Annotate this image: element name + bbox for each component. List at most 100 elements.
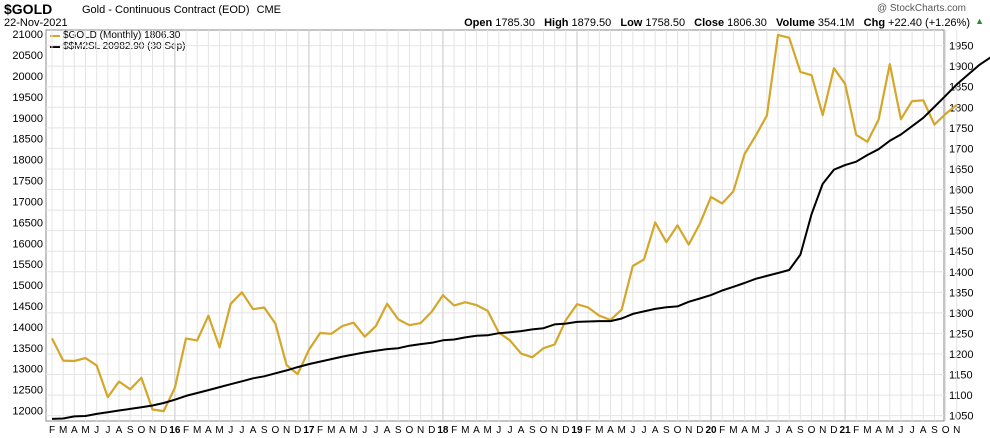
x-axis-tick-label: M (729, 425, 737, 436)
x-axis-tick-label: F (585, 425, 591, 436)
x-axis-tick-label: F (183, 425, 189, 436)
left-axis-tick-label: 15000 (12, 280, 43, 292)
left-axis-tick-label: 17000 (12, 196, 43, 208)
x-axis-tick-label: M (215, 425, 223, 436)
left-axis-tick-label: 19000 (12, 113, 43, 125)
x-axis-tick-label: M (59, 425, 67, 436)
x-axis-tick-label: A (518, 425, 525, 436)
right-axis-tick-label: 1950 (949, 41, 973, 53)
low-label: Low (620, 17, 643, 29)
legend-m2-label: $$M2SL 20982.90 (30 Sep) (63, 41, 186, 52)
left-axis-tick-label: 19500 (12, 92, 43, 104)
left-axis-tick-label: 16500 (12, 217, 43, 229)
close-value: 1806.30 (727, 17, 767, 29)
x-axis-tick-label: O (540, 425, 548, 436)
exchange-label: CME (256, 4, 282, 16)
left-axis-tick-label: 18000 (12, 155, 43, 167)
x-axis-tick-label: M (617, 425, 625, 436)
up-arrow-icon: ▲ (975, 16, 984, 26)
x-axis-tick-label: M (863, 425, 871, 436)
x-axis-tick-label: S (127, 425, 134, 436)
x-axis-tick-label: O (137, 425, 145, 436)
x-axis-tick-label: A (71, 425, 78, 436)
legend-gold-label: $GOLD (Monthly) 1806.30 (63, 30, 181, 41)
chg-label: Chg (863, 17, 886, 29)
x-axis-tick-label: N (953, 425, 960, 436)
x-axis-tick-label: F (451, 425, 457, 436)
x-axis-tick-label: S (797, 425, 804, 436)
x-axis-tick-label: S (663, 425, 670, 436)
open-value: 1785.30 (495, 17, 535, 29)
x-axis-tick-label: M (595, 425, 603, 436)
left-axis-tick-label: 13000 (12, 364, 43, 376)
x-axis-tick-label: O (272, 425, 280, 436)
x-axis-tick-label: J (776, 425, 781, 436)
x-axis-tick-label: 16 (169, 425, 181, 436)
x-axis-tick-label: J (642, 425, 647, 436)
right-axis-tick-label: 1200 (949, 349, 973, 361)
volume-value: 354.1M (817, 17, 855, 29)
left-axis-tick-label: 20500 (12, 50, 43, 62)
chart-title: Gold - Continuous Contract (EOD) CME (82, 4, 281, 16)
x-axis-tick-label: D (428, 425, 435, 436)
right-axis-tick-label: 1500 (949, 226, 973, 238)
instrument-name: Gold - Continuous Contract (EOD) (82, 4, 250, 16)
left-axis-tick-label: 16000 (12, 238, 43, 250)
x-axis-tick-label: N (149, 425, 156, 436)
right-axis-tick-label: 1650 (949, 164, 973, 176)
right-axis-tick-label: 1350 (949, 287, 973, 299)
right-axis-tick-label: 1150 (949, 370, 973, 382)
volume-label: Volume (775, 17, 815, 29)
x-axis-tick-label: O (942, 425, 950, 436)
x-axis-tick-label: J (362, 425, 367, 436)
legend-gold: $GOLD (Monthly) 1806.30 (50, 30, 180, 41)
x-axis-tick-label: 18 (437, 425, 449, 436)
x-axis-tick-label: M (752, 425, 760, 436)
x-axis-tick-label: A (205, 425, 212, 436)
x-axis-tick-label: J (239, 425, 244, 436)
x-axis-tick-label: S (395, 425, 402, 436)
left-axis-tick-label: 13500 (12, 343, 43, 355)
right-axis-tick-label: 1050 (949, 411, 973, 423)
high-value: 1879.50 (571, 17, 612, 29)
x-axis-tick-label: N (283, 425, 290, 436)
x-axis-tick-label: A (875, 425, 882, 436)
gold-swatch (50, 34, 60, 37)
right-axis-tick-label: 1300 (949, 308, 973, 320)
x-axis-tick-label: M (349, 425, 357, 436)
left-axis-tick-label: 12500 (12, 385, 43, 397)
x-axis-tick-label: J (228, 425, 233, 436)
x-axis-tick-label: J (910, 425, 915, 436)
ohlc-readout: Open 1785.30 High 1879.50 Low 1758.50 Close… (458, 17, 970, 29)
x-axis-tick-label: M (483, 425, 491, 436)
x-axis-tick-label: F (317, 425, 323, 436)
x-axis-tick-label: D (696, 425, 703, 436)
x-axis-tick-label: 21 (840, 425, 852, 436)
left-axis-tick-label: 20000 (12, 71, 43, 83)
x-axis-tick-label: M (461, 425, 469, 436)
high-label: High (544, 17, 569, 29)
left-axis-tick-label: 17500 (12, 176, 43, 188)
x-axis-tick-label: N (685, 425, 692, 436)
x-axis-tick-label: J (898, 425, 903, 436)
right-axis-tick-label: 1450 (949, 246, 973, 258)
x-axis-tick-label: F (49, 425, 55, 436)
right-axis-tick-label: 1250 (949, 328, 973, 340)
x-axis-tick-label: J (373, 425, 378, 436)
x-axis-tick-label: S (931, 425, 938, 436)
right-axis-tick-label: 1100 (949, 390, 973, 402)
x-axis-tick-label: J (105, 425, 110, 436)
x-axis-tick-label: J (496, 425, 501, 436)
x-axis-tick-label: A (250, 425, 257, 436)
x-axis-tick-label: N (551, 425, 558, 436)
x-axis-tick-label: M (327, 425, 335, 436)
right-axis-tick-label: 1700 (949, 143, 973, 155)
x-axis-tick-label: O (674, 425, 682, 436)
left-axis-tick-label: 12000 (12, 406, 43, 418)
x-axis-tick-label: A (652, 425, 659, 436)
x-axis-tick-label: J (630, 425, 635, 436)
left-axis-tick-label: 14500 (12, 301, 43, 313)
x-axis-tick-label: F (719, 425, 725, 436)
x-axis-tick-label: 19 (571, 425, 583, 436)
